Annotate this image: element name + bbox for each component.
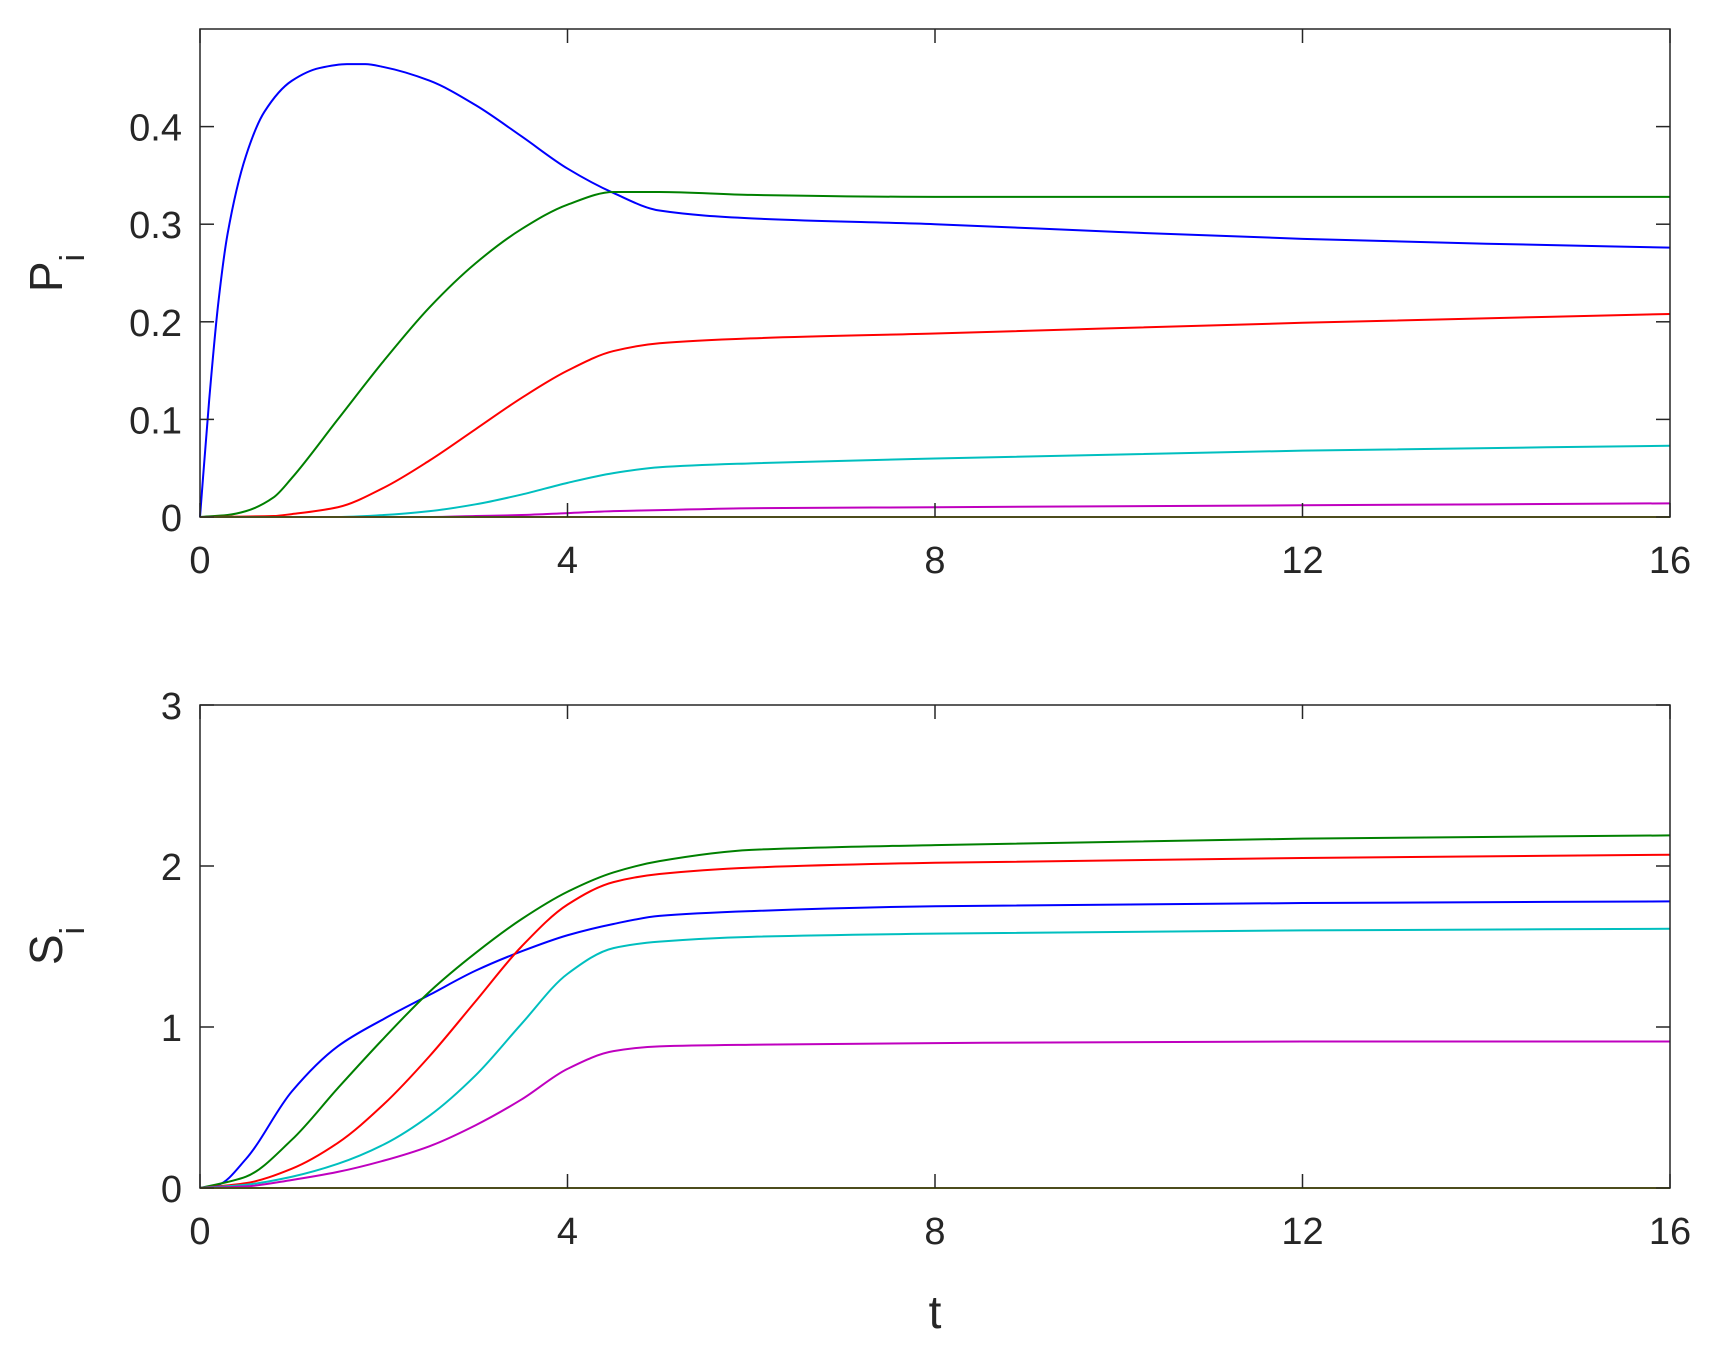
bottom-x-axis-label: t: [929, 1286, 942, 1338]
bottom-x-tick-label: 8: [924, 1211, 945, 1253]
bottom-series-line-2: [199, 834, 1671, 1189]
bottom-series-line-3: [199, 853, 1671, 1189]
top-x-tick-label: 4: [557, 540, 578, 582]
bottom-x-tick-label: 16: [1649, 1211, 1691, 1253]
bottom-series-line-1: [199, 900, 1671, 1189]
top-series-line-1: [199, 63, 1671, 518]
top-series-line-4: [200, 444, 1671, 519]
top-x-tick-label: 8: [924, 540, 945, 582]
top-y-tick-label: 0.4: [129, 108, 182, 150]
bottom-y-tick-label: 1: [161, 1008, 182, 1050]
top-series-line-2: [199, 190, 1670, 518]
top-x-tick-label: 0: [189, 540, 210, 582]
bottom-x-tick-label: 12: [1281, 1211, 1323, 1253]
top-x-tick-label: 12: [1281, 540, 1323, 582]
top-x-tick-label: 16: [1649, 540, 1691, 582]
top-y-tick-label: 0.2: [129, 303, 182, 345]
bottom-y-tick-label: 2: [161, 847, 182, 889]
top-y-axis-label: Pi: [20, 254, 92, 292]
bottom-ticks: [199, 704, 1671, 1189]
bottom-y-axis-label: Si: [20, 927, 92, 965]
top-y-axis-label-subscript: i: [54, 254, 92, 262]
bottom-x-tick-label: 0: [189, 1211, 210, 1253]
top-panel: 0 4 8 12 16 0 0.1 0.2 0.3 0.4 Pi: [20, 28, 1691, 582]
top-y-tick-label: 0: [161, 498, 182, 540]
bottom-series-line-5: [199, 1040, 1670, 1189]
bottom-y-tick-label: 3: [161, 686, 182, 728]
top-y-tick-label: 0.1: [129, 400, 182, 442]
bottom-y-axis-label-subscript: i: [54, 927, 92, 935]
top-ticks: [199, 29, 1671, 518]
bottom-series-line-4: [199, 927, 1671, 1189]
bottom-y-tick-label: 0: [161, 1169, 182, 1211]
top-tick-labels: 0 4 8 12 16 0 0.1 0.2 0.3 0.4: [129, 108, 1691, 582]
bottom-x-tick-label: 4: [557, 1211, 578, 1253]
top-y-tick-label: 0.3: [129, 205, 182, 247]
top-series-line-3: [199, 312, 1671, 518]
